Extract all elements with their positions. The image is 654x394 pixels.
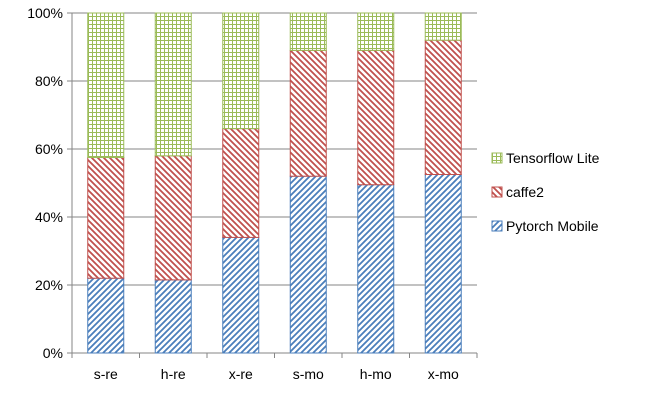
gridlines	[72, 13, 477, 285]
bar-segment-pytorch-mobile	[223, 237, 259, 353]
y-tick-label: 40%	[35, 209, 63, 225]
y-tick-label: 80%	[35, 73, 63, 89]
bars	[88, 13, 462, 353]
axes	[67, 13, 477, 358]
bar-segment-caffe2	[358, 50, 394, 184]
bar-segment-pytorch-mobile	[425, 175, 461, 354]
x-tick-label: s-re	[94, 366, 118, 382]
bar-segment-caffe2	[155, 156, 191, 280]
bar-segment-caffe2	[88, 158, 124, 279]
x-tick-label: x-re	[229, 366, 253, 382]
bar-segment-caffe2	[223, 129, 259, 238]
bar-segment-pytorch-mobile	[88, 278, 124, 353]
bar-segment-caffe2	[425, 40, 461, 174]
x-tick-label: h-re	[161, 366, 186, 382]
bar-segment-tensorflow-lite	[223, 13, 259, 129]
bar-segment-pytorch-mobile	[290, 176, 326, 353]
x-tick-label: x-mo	[428, 366, 459, 382]
bar-segment-tensorflow-lite	[88, 13, 124, 158]
x-tick-label: s-mo	[293, 366, 324, 382]
bar-segment-tensorflow-lite	[290, 13, 326, 50]
legend-label: Pytorch Mobile	[506, 218, 599, 234]
bar-segment-tensorflow-lite	[425, 13, 461, 40]
y-tick-label: 0%	[43, 345, 63, 361]
legend: Tensorflow Lite caffe2 Pytorch Mobile	[492, 150, 600, 234]
bar-segment-caffe2	[290, 50, 326, 176]
bar-segment-pytorch-mobile	[358, 185, 394, 353]
legend-swatch	[492, 187, 502, 197]
bar-segment-tensorflow-lite	[358, 13, 394, 50]
y-tick-label: 60%	[35, 141, 63, 157]
y-tick-label: 100%	[27, 5, 63, 21]
y-tick-label: 20%	[35, 277, 63, 293]
legend-swatch	[492, 153, 502, 163]
bar-segment-pytorch-mobile	[155, 280, 191, 353]
legend-swatch	[492, 221, 502, 231]
x-tick-label: h-mo	[360, 366, 392, 382]
bar-segment-tensorflow-lite	[155, 13, 191, 156]
legend-label: Tensorflow Lite	[506, 150, 600, 166]
legend-label: caffe2	[506, 184, 544, 200]
